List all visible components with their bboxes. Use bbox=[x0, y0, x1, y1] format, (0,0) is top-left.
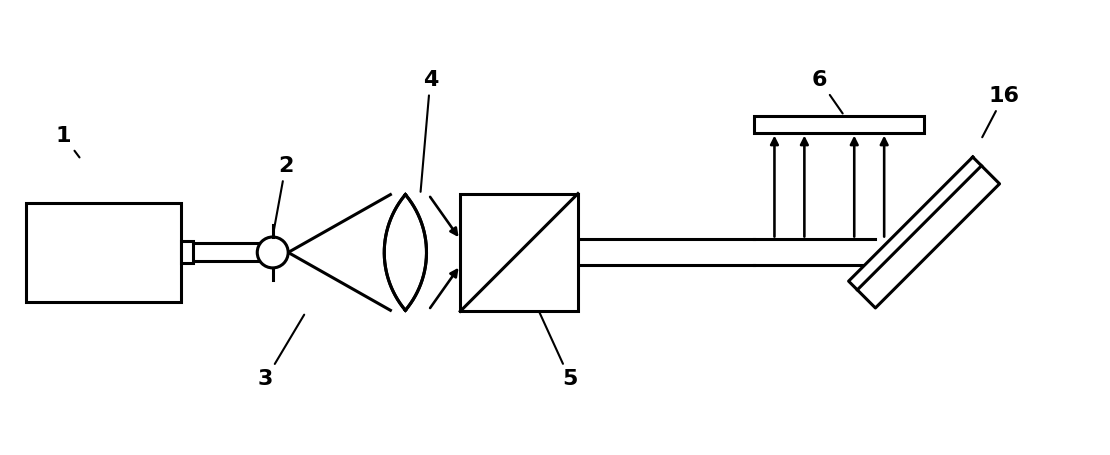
Text: 6: 6 bbox=[811, 70, 842, 113]
Text: 3: 3 bbox=[258, 315, 304, 389]
Circle shape bbox=[258, 237, 289, 268]
Text: 5: 5 bbox=[539, 312, 577, 389]
Polygon shape bbox=[384, 195, 426, 310]
Text: 2: 2 bbox=[273, 156, 293, 234]
Text: 16: 16 bbox=[982, 86, 1019, 137]
Bar bbox=[27, 202, 181, 302]
Bar bbox=[461, 193, 578, 311]
Text: 1: 1 bbox=[56, 126, 80, 157]
Bar bbox=[181, 242, 193, 263]
Bar bbox=[755, 116, 924, 133]
Text: 4: 4 bbox=[421, 70, 438, 192]
Polygon shape bbox=[849, 157, 999, 308]
